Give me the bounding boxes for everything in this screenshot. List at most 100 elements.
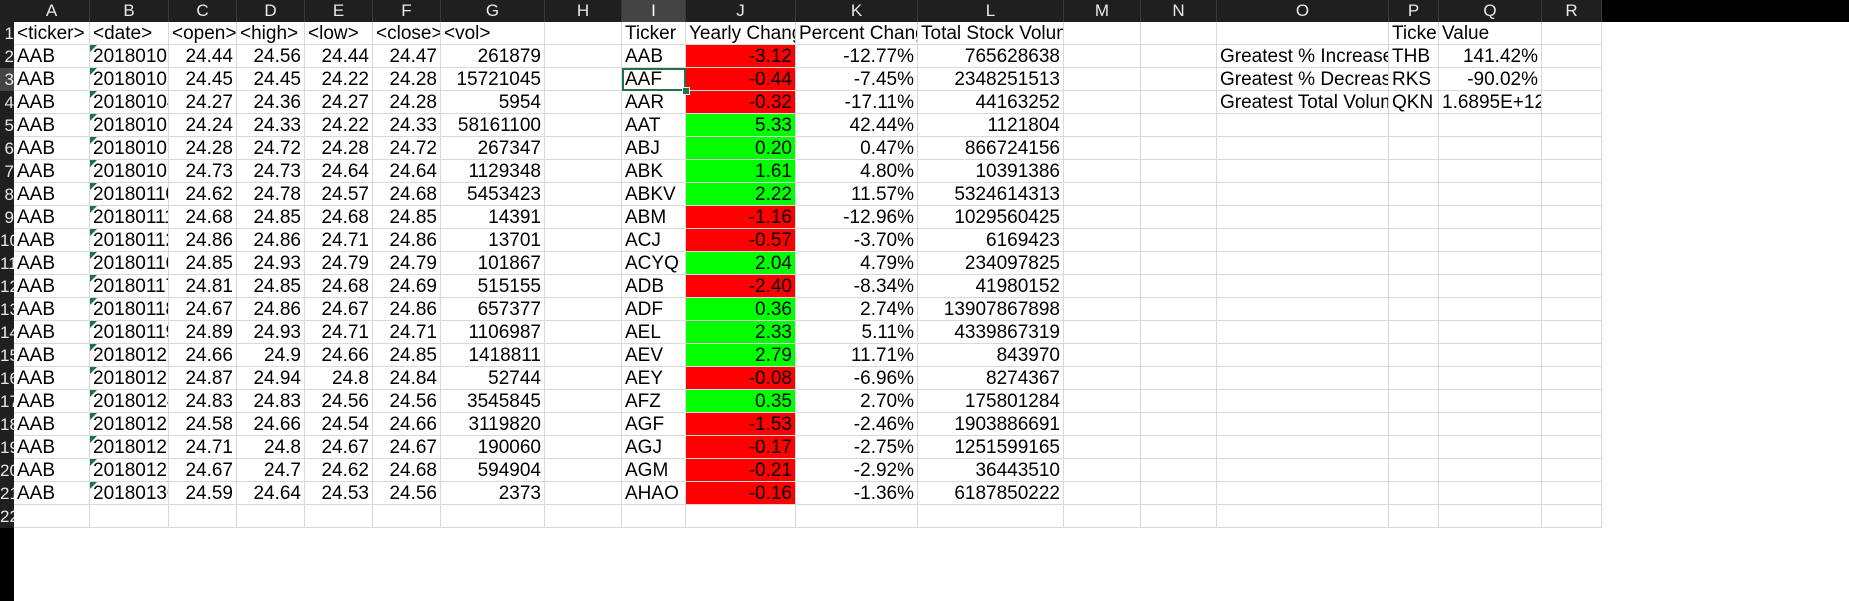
empty-cell[interactable] bbox=[545, 68, 622, 91]
column-header-n[interactable]: N bbox=[1141, 0, 1217, 22]
row-header[interactable]: 2 bbox=[0, 45, 14, 68]
empty-cell[interactable] bbox=[90, 505, 169, 528]
raw-data-cell[interactable]: 20180104 bbox=[90, 91, 169, 114]
raw-data-cell[interactable]: 24.68 bbox=[305, 275, 373, 298]
empty-cell[interactable] bbox=[1141, 321, 1217, 344]
row-header[interactable]: 1 bbox=[0, 22, 14, 45]
empty-cell[interactable] bbox=[1141, 298, 1217, 321]
raw-data-cell[interactable]: AAB bbox=[14, 275, 90, 298]
yearly-change-cell[interactable]: -0.44 bbox=[686, 68, 796, 91]
empty-cell[interactable] bbox=[1439, 413, 1542, 436]
empty-cell[interactable] bbox=[1389, 252, 1439, 275]
empty-cell[interactable] bbox=[1439, 505, 1542, 528]
percent-change-cell[interactable]: -17.11% bbox=[796, 91, 918, 114]
empty-cell[interactable] bbox=[918, 505, 1064, 528]
empty-cell[interactable] bbox=[1217, 321, 1389, 344]
raw-data-cell[interactable]: AAB bbox=[14, 413, 90, 436]
empty-cell[interactable] bbox=[237, 505, 305, 528]
empty-cell[interactable] bbox=[545, 298, 622, 321]
raw-data-cell[interactable]: 24.44 bbox=[169, 45, 237, 68]
column-header-p[interactable]: P bbox=[1389, 0, 1439, 22]
row-header[interactable]: 3 bbox=[0, 68, 14, 91]
empty-cell[interactable] bbox=[545, 114, 622, 137]
raw-header-cell[interactable]: <vol> bbox=[441, 22, 545, 45]
empty-cell[interactable] bbox=[1542, 45, 1602, 68]
raw-data-cell[interactable]: 24.84 bbox=[373, 367, 441, 390]
raw-data-cell[interactable]: 24.62 bbox=[305, 459, 373, 482]
raw-data-cell[interactable]: 24.64 bbox=[373, 160, 441, 183]
raw-data-cell[interactable]: 20180103 bbox=[90, 68, 169, 91]
raw-data-cell[interactable]: 24.85 bbox=[237, 206, 305, 229]
summary-header-cell[interactable]: Percent Change bbox=[796, 22, 918, 45]
raw-data-cell[interactable]: 24.86 bbox=[169, 229, 237, 252]
row-header[interactable]: 10 bbox=[0, 229, 14, 252]
raw-data-cell[interactable]: 14391 bbox=[441, 206, 545, 229]
empty-cell[interactable] bbox=[1141, 505, 1217, 528]
empty-cell[interactable] bbox=[1141, 229, 1217, 252]
empty-cell[interactable] bbox=[1064, 229, 1141, 252]
total-volume-cell[interactable]: 36443510 bbox=[918, 459, 1064, 482]
empty-cell[interactable] bbox=[1389, 505, 1439, 528]
row-header[interactable]: 19 bbox=[0, 436, 14, 459]
raw-data-cell[interactable]: 24.67 bbox=[305, 298, 373, 321]
percent-change-cell[interactable]: 11.57% bbox=[796, 183, 918, 206]
empty-cell[interactable] bbox=[545, 321, 622, 344]
raw-data-cell[interactable]: 24.47 bbox=[373, 45, 441, 68]
total-volume-cell[interactable]: 843970 bbox=[918, 344, 1064, 367]
raw-data-cell[interactable]: 20180125 bbox=[90, 413, 169, 436]
raw-data-cell[interactable]: 24.64 bbox=[237, 482, 305, 505]
empty-cell[interactable] bbox=[1217, 505, 1389, 528]
raw-data-cell[interactable]: 24.73 bbox=[237, 160, 305, 183]
total-volume-cell[interactable]: 1903886691 bbox=[918, 413, 1064, 436]
raw-data-cell[interactable]: 3119820 bbox=[441, 413, 545, 436]
ticker-cell[interactable]: AEL bbox=[622, 321, 686, 344]
raw-data-cell[interactable]: 24.73 bbox=[169, 160, 237, 183]
empty-cell[interactable] bbox=[1217, 298, 1389, 321]
empty-cell[interactable] bbox=[1389, 298, 1439, 321]
raw-data-cell[interactable]: AAB bbox=[14, 482, 90, 505]
percent-change-cell[interactable]: -12.77% bbox=[796, 45, 918, 68]
raw-data-cell[interactable]: 267347 bbox=[441, 137, 545, 160]
empty-cell[interactable] bbox=[1439, 137, 1542, 160]
yearly-change-cell[interactable]: 2.33 bbox=[686, 321, 796, 344]
empty-cell[interactable] bbox=[1141, 367, 1217, 390]
total-volume-cell[interactable]: 5324614313 bbox=[918, 183, 1064, 206]
empty-cell[interactable] bbox=[1141, 436, 1217, 459]
column-header-i[interactable]: I bbox=[622, 0, 686, 22]
empty-cell[interactable] bbox=[1064, 344, 1141, 367]
empty-cell[interactable] bbox=[1217, 459, 1389, 482]
raw-data-cell[interactable]: 24.93 bbox=[237, 252, 305, 275]
raw-data-cell[interactable]: 24.71 bbox=[305, 229, 373, 252]
ticker-cell[interactable]: ABKV bbox=[622, 183, 686, 206]
raw-data-cell[interactable]: 15721045 bbox=[441, 68, 545, 91]
raw-data-cell[interactable]: 20180129 bbox=[90, 459, 169, 482]
raw-data-cell[interactable]: 20180118 bbox=[90, 298, 169, 321]
empty-cell[interactable] bbox=[545, 91, 622, 114]
raw-data-cell[interactable]: 20180124 bbox=[90, 390, 169, 413]
empty-cell[interactable] bbox=[169, 505, 237, 528]
empty-cell[interactable] bbox=[545, 275, 622, 298]
raw-data-cell[interactable]: 24.86 bbox=[373, 229, 441, 252]
greatest-ticker-cell[interactable]: RKS bbox=[1389, 68, 1439, 91]
empty-cell[interactable] bbox=[1217, 344, 1389, 367]
ticker-cell[interactable]: AEV bbox=[622, 344, 686, 367]
percent-change-cell[interactable]: 2.74% bbox=[796, 298, 918, 321]
greatest-label-cell[interactable]: Greatest % Increase bbox=[1217, 45, 1389, 68]
raw-data-cell[interactable]: 24.33 bbox=[237, 114, 305, 137]
raw-data-cell[interactable]: 24.28 bbox=[305, 137, 373, 160]
empty-cell[interactable] bbox=[1064, 482, 1141, 505]
empty-cell[interactable] bbox=[1217, 252, 1389, 275]
raw-data-cell[interactable]: 24.71 bbox=[169, 436, 237, 459]
empty-cell[interactable] bbox=[1389, 114, 1439, 137]
raw-data-cell[interactable]: 20180111 bbox=[90, 206, 169, 229]
raw-data-cell[interactable]: 24.44 bbox=[305, 45, 373, 68]
summary-header-cell[interactable]: Ticker bbox=[622, 22, 686, 45]
raw-data-cell[interactable]: 24.56 bbox=[373, 390, 441, 413]
summary-header-cell[interactable]: Yearly Change bbox=[686, 22, 796, 45]
greatest-value-header[interactable]: Value bbox=[1439, 22, 1542, 45]
empty-cell[interactable] bbox=[545, 436, 622, 459]
empty-cell[interactable] bbox=[545, 390, 622, 413]
percent-change-cell[interactable]: -6.96% bbox=[796, 367, 918, 390]
total-volume-cell[interactable]: 175801284 bbox=[918, 390, 1064, 413]
